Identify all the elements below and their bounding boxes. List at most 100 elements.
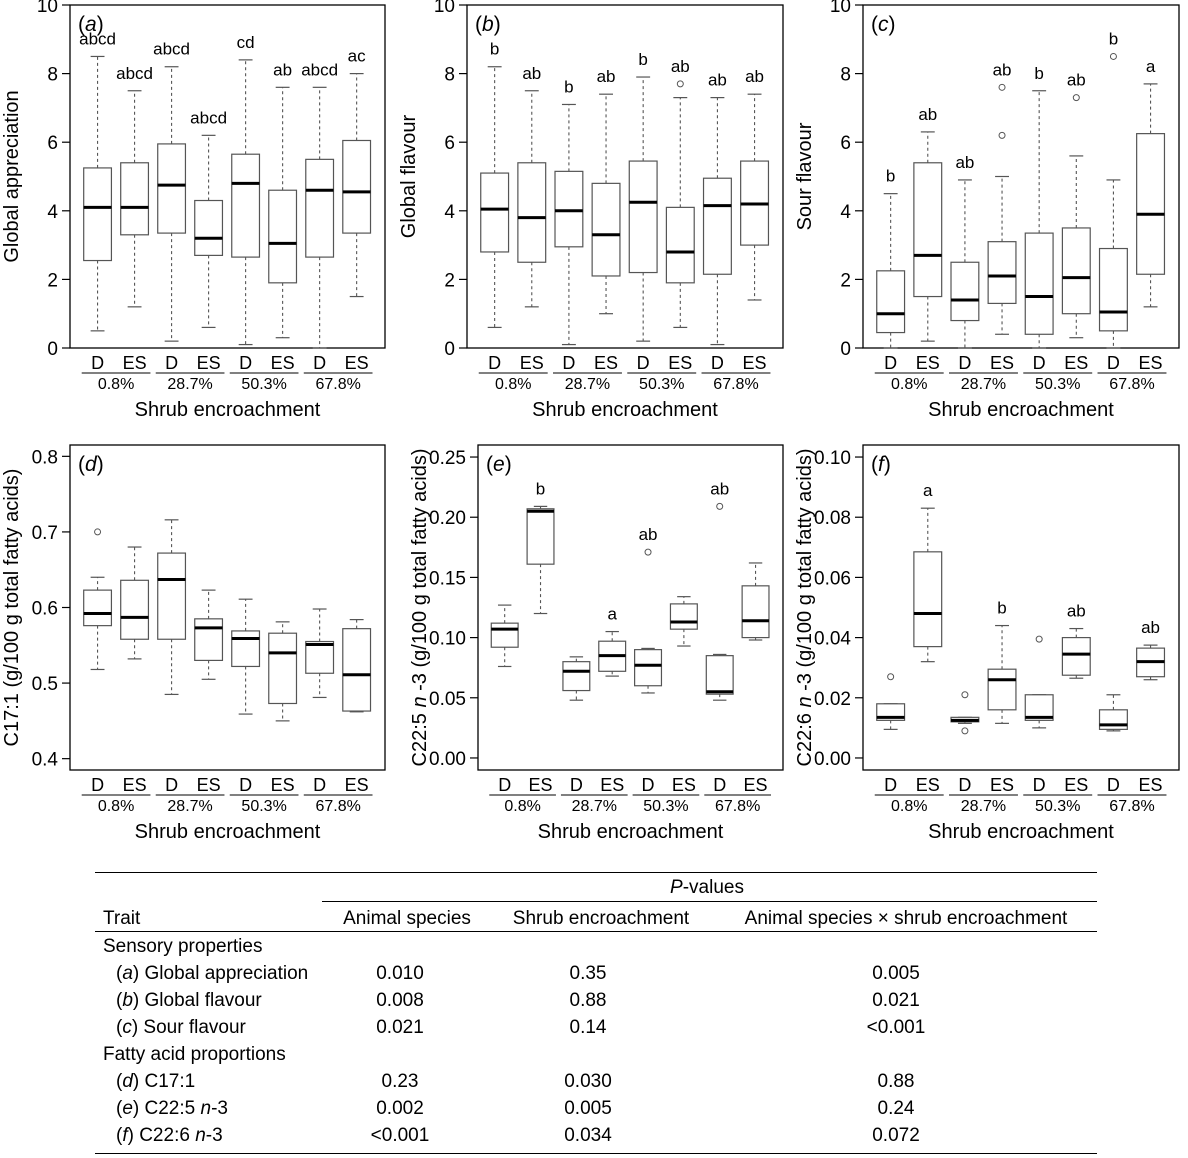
y-tick-label: 6 <box>840 133 851 154</box>
table-cell-species: 0.23 <box>381 1071 419 1092</box>
table-header-rule <box>95 931 1097 932</box>
table-row-label: (a) Global appreciation <box>116 964 308 983</box>
panel-label: (d) <box>78 453 104 476</box>
y-axis-label: C22:6 n -3 (g/100 g total fatty acids) <box>794 449 816 767</box>
box-es-28-7: ab ES <box>591 67 621 373</box>
box-iqr <box>517 162 547 263</box>
y-tick-label: 0.05 <box>429 689 466 710</box>
significance-letter: b <box>886 167 895 186</box>
species-label: ES <box>744 775 768 795</box>
box-iqr <box>83 167 113 262</box>
y-tick-label: 8 <box>840 65 851 86</box>
box-iqr <box>157 552 187 640</box>
y-tick-label: 0.04 <box>814 629 851 650</box>
table-top-rule <box>95 872 1097 873</box>
significance-letter: b <box>1034 64 1043 83</box>
box-d-0-8: bD <box>480 40 510 373</box>
significance-letter: ab <box>273 60 292 79</box>
species-label: ES <box>520 353 544 373</box>
box-iqr <box>876 270 906 334</box>
species-label: D <box>642 775 655 795</box>
outlier-point <box>644 548 652 556</box>
panel-paren: ( <box>78 13 85 36</box>
table-cell-species: 0.010 <box>376 963 424 984</box>
ylabel-part: C22:6 <box>794 708 816 767</box>
box-d-67-8: D <box>1098 694 1128 795</box>
group-label: 67.8% <box>1109 376 1154 393</box>
box-iqr <box>562 661 591 692</box>
box-iqr <box>987 668 1017 711</box>
species-label: D <box>498 775 511 795</box>
y-axis-label: C22:5 n -3 (g/100 g total fatty acids) <box>409 449 431 767</box>
species-label: D <box>711 353 724 373</box>
significance-letter: ab <box>955 153 974 172</box>
table-cell-interaction: 0.072 <box>872 1125 920 1146</box>
panel-label: (b) <box>475 13 501 36</box>
y-tick-label: 0.00 <box>814 749 851 770</box>
significance-letter: ab <box>1067 602 1086 621</box>
box-d-67-8: ab D <box>702 71 732 373</box>
ylabel-italic: n <box>794 696 816 707</box>
box-iqr <box>1061 636 1091 676</box>
label-part: -3 <box>205 1125 223 1146</box>
significance-letter: ab <box>918 105 937 124</box>
box-iqr <box>231 630 261 668</box>
label-part: ( <box>116 1017 123 1038</box>
outlier-point <box>676 80 684 88</box>
significance-letter: abcd <box>190 108 227 127</box>
significance-letter: b <box>536 479 545 498</box>
box-iqr <box>157 143 187 234</box>
box-iqr <box>305 158 335 258</box>
table-section-title: Sensory properties <box>103 936 263 957</box>
species-label: ES <box>1139 353 1163 373</box>
label-part: ( <box>116 1125 123 1146</box>
y-tick-label: 8 <box>47 65 58 86</box>
significance-letter: ab <box>993 60 1012 79</box>
species-label: ES <box>1064 775 1088 795</box>
outlier-point <box>1072 94 1080 102</box>
label-part: ( <box>116 990 123 1011</box>
y-tick-label: 0.08 <box>814 508 851 529</box>
box-iqr <box>83 589 113 627</box>
box-es-28-7: b ES <box>987 599 1017 795</box>
panel-paren: ( <box>475 13 482 36</box>
y-tick-label: 0 <box>444 339 455 360</box>
box-d-28-7: D <box>950 691 980 795</box>
box-iqr <box>526 508 555 565</box>
significance-letter: b <box>638 50 647 69</box>
box-es-28-7: ES <box>194 589 224 795</box>
col-trait-header: Trait <box>103 908 141 929</box>
box-es-0-8: a ES <box>913 481 943 795</box>
species-label: ES <box>123 353 147 373</box>
species-label: D <box>1107 775 1120 795</box>
label-part: -3 <box>211 1098 228 1119</box>
y-tick-label: 8 <box>444 65 455 86</box>
box-d-50-3: D <box>231 598 261 795</box>
significance-letter: a <box>923 481 933 500</box>
table-cell-shrub: 0.14 <box>569 1017 607 1038</box>
panel-paren: ) <box>97 453 104 476</box>
species-label: D <box>165 775 178 795</box>
box-d-67-8: D <box>305 608 335 795</box>
panel-letter: d <box>85 453 98 476</box>
species-label: D <box>91 353 104 373</box>
ylabel-part: -3 (g/100 g total fatty acids) <box>794 449 816 697</box>
significance-letter: ab <box>745 67 764 86</box>
species-label: ES <box>1139 775 1163 795</box>
plot-frame <box>466 4 784 349</box>
x-axis-label: Shrub encroachment <box>538 821 724 843</box>
label-part: ) C22:5 <box>132 1098 201 1119</box>
x-axis-label: Shrub encroachment <box>928 821 1114 843</box>
label-part: ) Global appreciation <box>132 963 309 984</box>
panel-letter: b <box>482 13 494 36</box>
box-iqr <box>342 628 372 712</box>
pvalues-header: P-values <box>670 877 744 898</box>
box-iqr <box>490 622 519 648</box>
box-iqr <box>628 160 658 274</box>
species-label: D <box>958 353 971 373</box>
group-label: 50.3% <box>241 798 286 815</box>
species-label: D <box>488 353 501 373</box>
label-italic: e <box>122 1098 133 1119</box>
box-es-28-7: abcd ES <box>190 108 227 373</box>
box-iqr <box>634 649 663 687</box>
